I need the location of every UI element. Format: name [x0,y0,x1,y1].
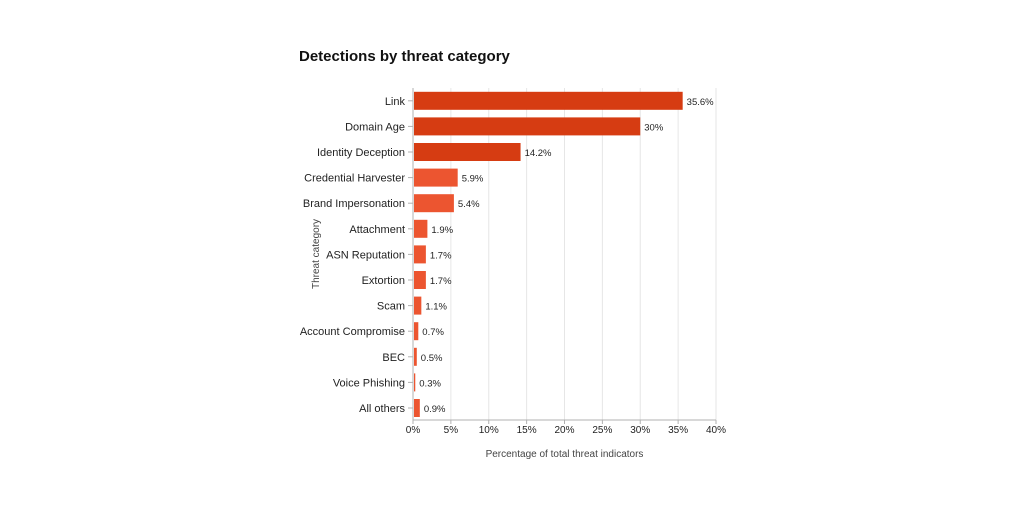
value-label: 0.5% [421,353,443,364]
value-label: 1.9% [431,225,453,236]
x-tick-label: 10% [479,425,499,436]
category-label: All others [359,403,405,415]
x-tick-label: 0% [406,425,421,436]
x-tick-label: 35% [668,425,688,436]
value-label: 1.7% [430,276,452,287]
bar [414,271,426,289]
category-label: Identity Deception [317,147,405,159]
category-label: Domain Age [345,121,405,133]
chart-title: Detections by threat category [299,48,510,65]
bar [414,117,641,136]
bar [414,322,419,341]
category-label: Account Compromise [300,326,405,338]
value-label: 5.4% [458,199,480,210]
category-label: Brand Impersonation [303,198,405,210]
bar [414,143,521,161]
bar [414,168,458,187]
category-label: BEC [382,352,405,364]
bar [414,194,454,213]
y-axis-title: Threat category [311,219,322,289]
bar [414,91,683,110]
value-label: 5.9% [462,174,484,185]
x-tick-label: 5% [444,425,459,436]
value-label: 0.3% [419,378,441,389]
value-label: 35.6% [687,97,714,108]
x-tick-label: 15% [517,425,537,436]
category-label: Voice Phishing [333,377,405,389]
category-label: Scam [377,301,405,313]
bar [414,347,417,366]
bar [414,373,416,392]
category-label: Attachment [349,224,405,236]
value-label: 14.2% [525,148,552,159]
x-tick-label: 40% [706,425,726,436]
value-label: 30% [644,122,664,133]
category-label: ASN Reputation [326,249,405,261]
value-label: 0.7% [422,327,444,338]
value-label: 0.9% [424,404,446,415]
category-label: Link [385,96,406,108]
x-axis-title: Percentage of total threat indicators [486,449,644,460]
value-label: 1.1% [425,302,447,313]
category-label: Credential Harvester [304,173,405,185]
x-tick-label: 20% [554,425,574,436]
category-label: Extortion [362,275,405,287]
bar [414,399,420,417]
bar [414,219,428,238]
value-label: 1.7% [430,250,452,261]
bar [414,245,426,264]
bar [414,296,422,315]
x-tick-label: 30% [630,425,650,436]
x-tick-label: 25% [592,425,612,436]
